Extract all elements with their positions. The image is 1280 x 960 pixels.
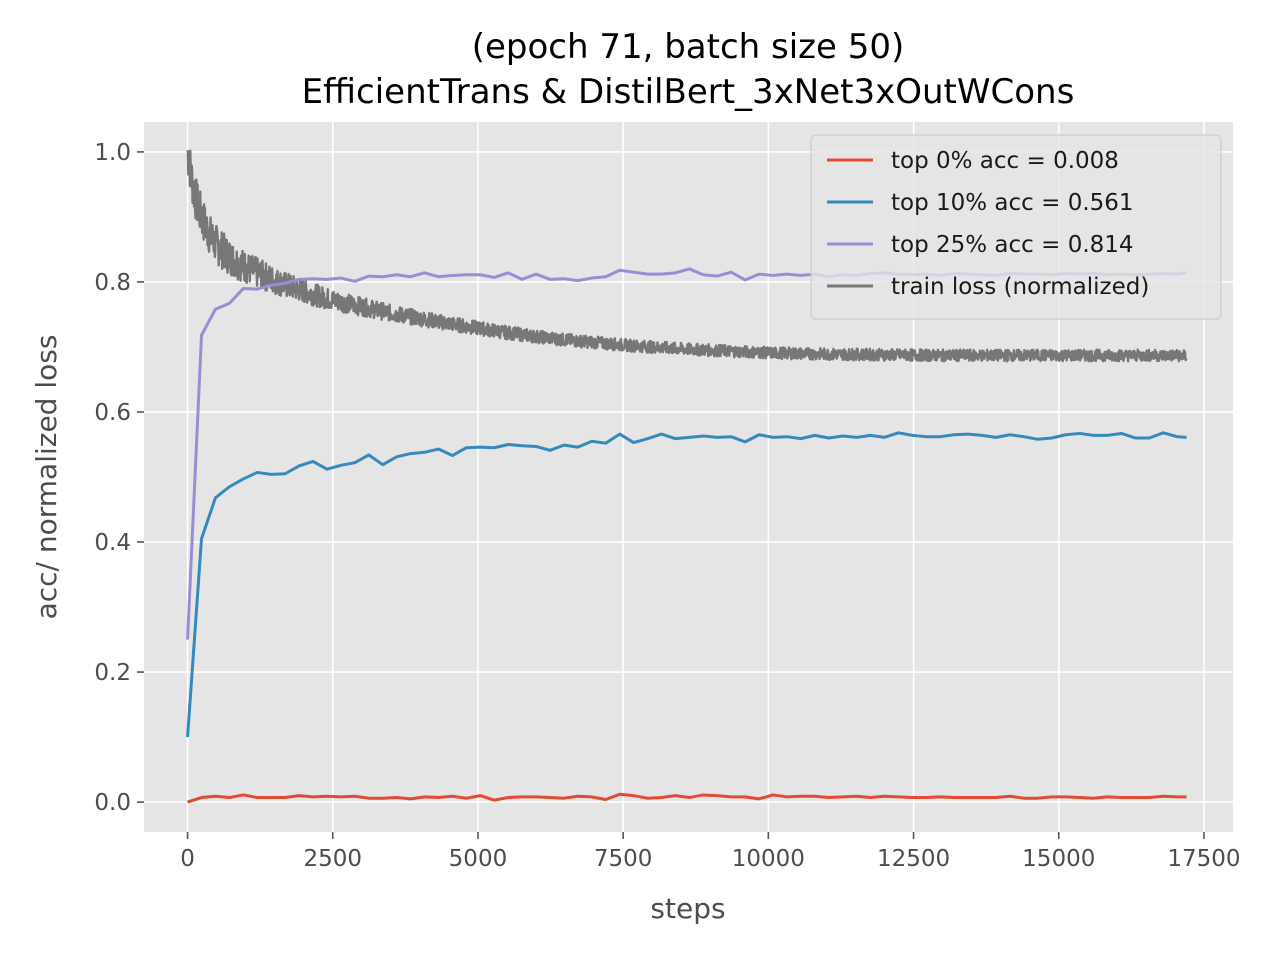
legend-label: top 25% acc = 0.814 [891, 232, 1134, 258]
series-line-train-loss [186, 149, 1188, 363]
legend-label: train loss (normalized) [891, 274, 1149, 300]
series-line-top-10pct [186, 431, 1187, 738]
y-tick-label: 0.6 [94, 400, 131, 426]
y-tick-label: 0.4 [94, 530, 131, 556]
y-tick-label: 0.8 [94, 270, 131, 296]
x-tick-label: 2500 [303, 846, 362, 872]
chart-title: (epoch 71, batch size 50) [472, 27, 905, 67]
y-axis-label: acc/ normalized loss [30, 335, 63, 620]
x-tick-label: 5000 [449, 846, 508, 872]
x-axis-label: steps [650, 892, 725, 925]
legend: top 0% acc = 0.008 top 10% acc = 0.561 top… [810, 134, 1222, 320]
legend-box [810, 134, 1222, 320]
legend-label: top 10% acc = 0.561 [891, 190, 1134, 216]
y-tick-label: 1.0 [94, 140, 131, 166]
series-layer [186, 149, 1188, 804]
y-tick-label: 0.2 [94, 660, 131, 686]
tick-labels: 0 2500 5000 7500 10000 12500 15000 17500 0.0 0.2 0… [94, 140, 1240, 872]
legend-label: top 0% acc = 0.008 [891, 148, 1119, 174]
series-line-top-0pct [187, 792, 1187, 804]
x-tick-label: 0 [180, 846, 195, 872]
x-tick-label: 10000 [732, 846, 805, 872]
chart-subtitle: EfficientTrans & DistilBert_3xNet3xOutWC… [302, 72, 1075, 112]
x-tick-label: 7500 [594, 846, 653, 872]
x-tick-label: 17500 [1167, 846, 1240, 872]
x-tick-label: 12500 [877, 846, 950, 872]
y-tick-label: 0.0 [94, 790, 131, 816]
x-tick-label: 15000 [1022, 846, 1095, 872]
